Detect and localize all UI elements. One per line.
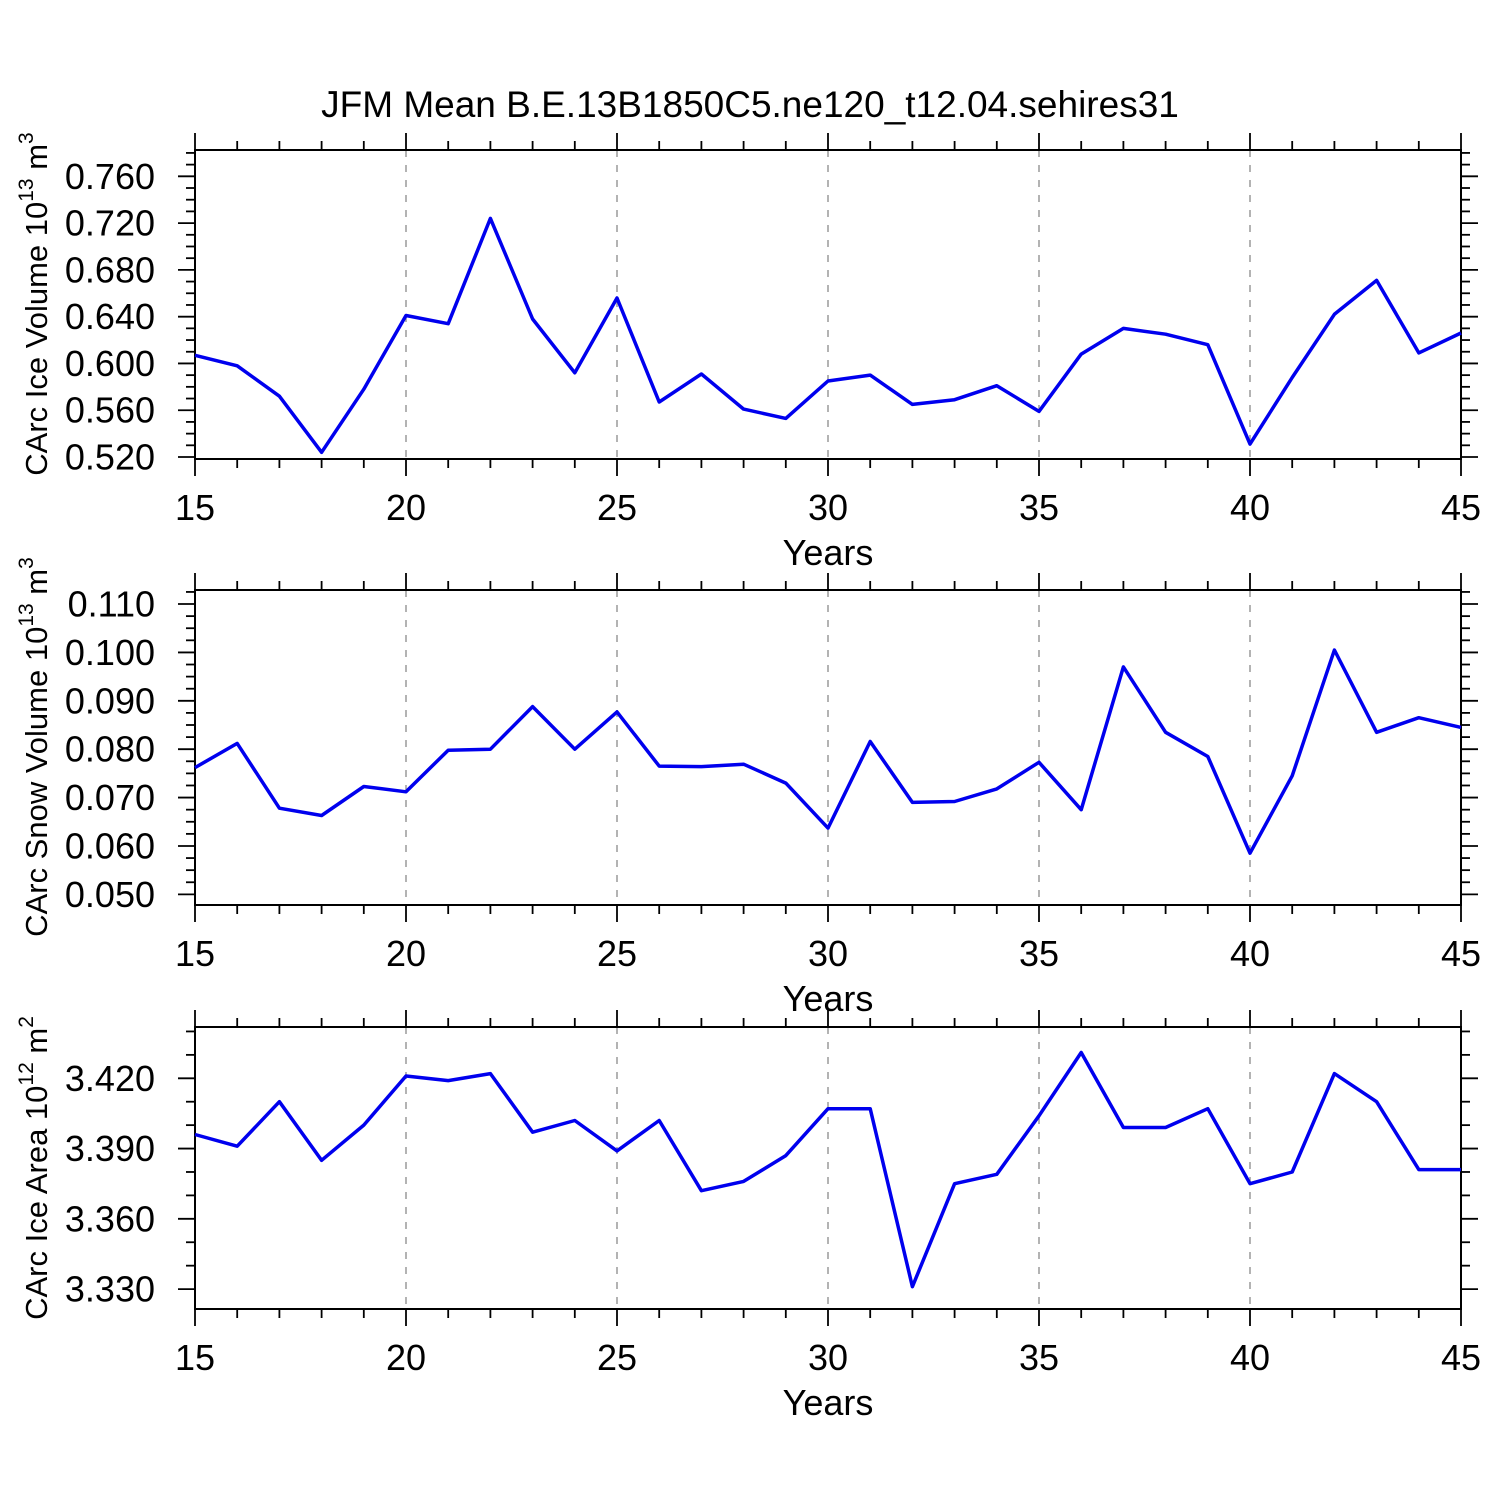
y-tick-label: 0.680 (65, 249, 155, 290)
x-tick-label: 20 (386, 933, 426, 974)
y-axis-title-unit-exponent: 3 (15, 557, 38, 569)
x-tick-label: 15 (175, 487, 215, 528)
y-tick-label: 0.070 (65, 777, 155, 818)
y-tick-label: 0.600 (65, 343, 155, 384)
y-tick-label: 0.520 (65, 437, 155, 478)
x-tick-label: 20 (386, 487, 426, 528)
x-tick-label: 40 (1230, 487, 1270, 528)
x-tick-label: 25 (597, 487, 637, 528)
x-tick-label: 35 (1019, 1337, 1059, 1378)
x-tick-label: 25 (597, 1337, 637, 1378)
x-tick-label: 45 (1441, 487, 1481, 528)
y-axis-title-text: CArc Ice Volume 10 (19, 201, 54, 476)
x-tick-label: 25 (597, 933, 637, 974)
y-tick-label: 0.110 (68, 584, 155, 625)
y-tick-label: 3.330 (65, 1269, 155, 1310)
y-axis-title-text: CArc Ice Area 10 (19, 1085, 54, 1320)
y-axis-title-ice-volume: CArc Ice Volume 1013 m3 (15, 132, 55, 476)
y-axis-title-exponent: 13 (15, 603, 38, 627)
x-tick-label: 30 (808, 487, 848, 528)
y-axis-title-unit-exponent: 2 (15, 1016, 38, 1028)
y-axis-title-exponent: 12 (15, 1062, 38, 1086)
y-axis-title-unit: m (19, 568, 54, 604)
series-line-carc-snow-volume (194, 648, 1462, 855)
y-tick-label: 0.720 (65, 203, 155, 244)
y-tick-label: 3.420 (65, 1058, 155, 1099)
y-tick-label: 0.090 (65, 680, 155, 721)
y-axis-title-text: CArc Snow Volume 10 (19, 626, 54, 937)
y-tick-label: 0.100 (65, 632, 155, 673)
y-tick-label: 3.390 (65, 1128, 155, 1169)
y-tick-label: 0.640 (65, 296, 155, 337)
x-tick-label: 45 (1441, 933, 1481, 974)
x-tick-label: 20 (386, 1337, 426, 1378)
y-axis-title-exponent: 13 (15, 178, 38, 202)
y-axis-title-snow-volume: CArc Snow Volume 1013 m3 (15, 557, 55, 937)
y-tick-label: 0.560 (65, 390, 155, 431)
x-tick-label: 40 (1230, 1337, 1270, 1378)
x-tick-label: 30 (808, 1337, 848, 1378)
y-tick-label: 0.060 (65, 825, 155, 866)
y-tick-label: 0.050 (65, 874, 155, 915)
x-axis-title: Years (783, 532, 874, 573)
series-line-carc-ice-volume (194, 216, 1462, 455)
x-tick-label: 35 (1019, 487, 1059, 528)
x-tick-label: 15 (175, 933, 215, 974)
x-tick-label: 15 (175, 1337, 215, 1378)
y-axis-title-ice-area: CArc Ice Area 1012 m2 (15, 1016, 55, 1320)
x-tick-label: 35 (1019, 933, 1059, 974)
y-axis-title-unit: m (19, 143, 54, 179)
x-tick-label: 45 (1441, 1337, 1481, 1378)
x-axis-title: Years (783, 1382, 874, 1423)
y-tick-label: 3.360 (65, 1198, 155, 1239)
page-title: JFM Mean B.E.13B1850C5.ne120_t12.04.sehi… (321, 84, 1179, 125)
y-tick-label: 0.080 (65, 729, 155, 770)
series-line-carc-ice-area (194, 1050, 1461, 1289)
y-axis-title-unit: m (19, 1027, 54, 1063)
y-tick-label: 0.760 (65, 156, 155, 197)
y-axis-title-unit-exponent: 3 (15, 132, 38, 144)
x-tick-label: 40 (1230, 933, 1270, 974)
x-tick-label: 30 (808, 933, 848, 974)
